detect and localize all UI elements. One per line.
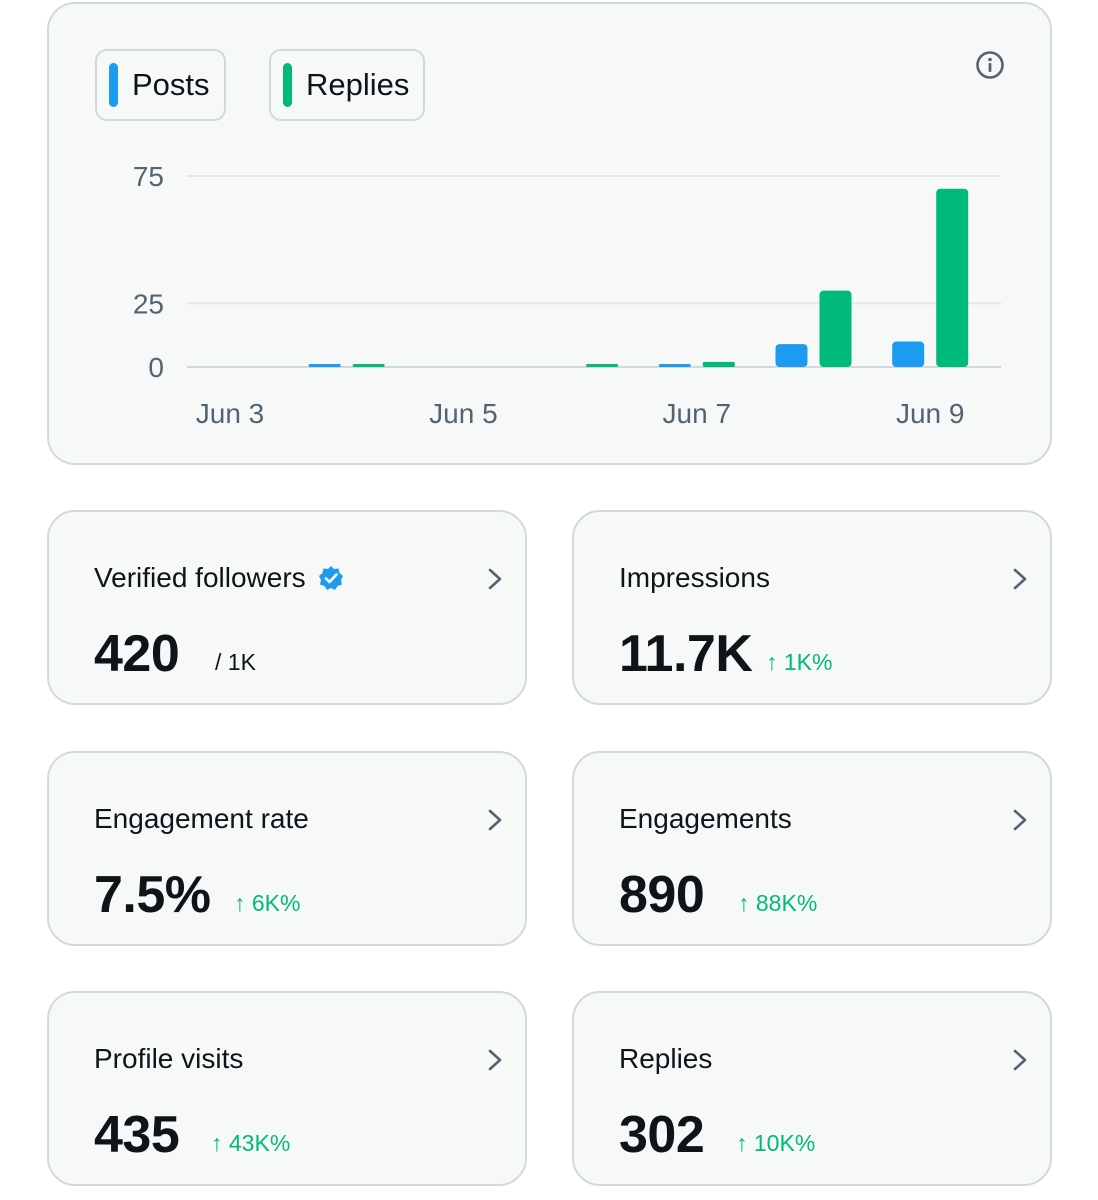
chevron-right-icon xyxy=(488,568,502,590)
stat-change: ↑ 43K% xyxy=(211,1130,291,1156)
replies-bar[interactable] xyxy=(936,188,969,367)
stat-title: Engagement rate xyxy=(94,803,309,834)
chevron-right-icon xyxy=(1013,568,1027,590)
activity-chart-card: Posts Replies 0 25 75 Jun 3 Jun 5 Jun 7 Jun 9 xyxy=(47,2,1052,465)
chevron-right-icon xyxy=(1013,809,1027,831)
bar-chart: 0 25 75 Jun 3 Jun 5 Jun 7 Jun 9 xyxy=(133,161,1001,429)
stat-value: 435 xyxy=(94,1106,180,1164)
posts-bar[interactable] xyxy=(775,344,808,367)
stat-title: Verified followers xyxy=(94,562,344,594)
x-tick-label: Jun 3 xyxy=(196,398,265,429)
legend-posts-toggle[interactable]: Posts xyxy=(95,49,226,121)
x-tick-label: Jun 5 xyxy=(429,398,498,429)
x-tick-label: Jun 7 xyxy=(663,398,732,429)
stat-value: 11.7K xyxy=(619,625,753,683)
chevron-right-icon xyxy=(488,1049,502,1071)
legend-posts-label: Posts xyxy=(132,67,210,102)
stat-card-verified-followers[interactable]: Verified followers 420 / 1K xyxy=(47,510,527,705)
x-tick-label: Jun 9 xyxy=(896,398,965,429)
stat-goal: / 1K xyxy=(215,649,256,675)
replies-bar[interactable] xyxy=(586,364,619,367)
stat-value: 7.5% xyxy=(94,866,211,924)
stat-card-impressions[interactable]: Impressions 11.7K ↑ 1K% xyxy=(572,510,1052,705)
stat-change: ↑ 6K% xyxy=(234,890,301,916)
stat-title: Replies xyxy=(619,1043,713,1074)
replies-bar[interactable] xyxy=(352,364,385,367)
stat-title: Impressions xyxy=(619,562,770,593)
stat-value: 890 xyxy=(619,866,705,924)
y-tick-label: 75 xyxy=(133,161,164,192)
info-icon[interactable] xyxy=(975,50,1005,80)
stat-value: 420 xyxy=(94,625,180,683)
stat-change: ↑ 10K% xyxy=(736,1130,816,1156)
stat-card-engagements[interactable]: Engagements 890 ↑ 88K% xyxy=(572,751,1052,946)
legend-replies-label: Replies xyxy=(306,67,410,102)
stat-change: ↑ 1K% xyxy=(766,649,833,675)
posts-bar[interactable] xyxy=(308,364,341,367)
stat-change: ↑ 88K% xyxy=(738,890,818,916)
chevron-right-icon xyxy=(1013,1049,1027,1071)
stat-value: 302 xyxy=(619,1106,705,1164)
y-tick-label: 25 xyxy=(133,288,164,319)
stat-title: Profile visits xyxy=(94,1043,244,1074)
replies-swatch xyxy=(283,63,292,107)
stat-title-text: Verified followers xyxy=(94,562,306,593)
stat-title: Engagements xyxy=(619,803,792,834)
posts-bar[interactable] xyxy=(892,341,925,367)
legend-replies-toggle[interactable]: Replies xyxy=(269,49,426,121)
replies-bar[interactable] xyxy=(819,290,852,367)
chevron-right-icon xyxy=(488,809,502,831)
stat-card-profile-visits[interactable]: Profile visits 435 ↑ 43K% xyxy=(47,991,527,1186)
verified-badge-icon xyxy=(318,566,343,590)
posts-bar[interactable] xyxy=(658,364,691,367)
y-tick-label: 0 xyxy=(148,352,164,383)
stat-card-replies[interactable]: Replies 302 ↑ 10K% xyxy=(572,991,1052,1186)
posts-swatch xyxy=(109,63,118,107)
replies-bar[interactable] xyxy=(702,361,735,367)
stat-card-engagement-rate[interactable]: Engagement rate 7.5% ↑ 6K% xyxy=(47,751,527,946)
